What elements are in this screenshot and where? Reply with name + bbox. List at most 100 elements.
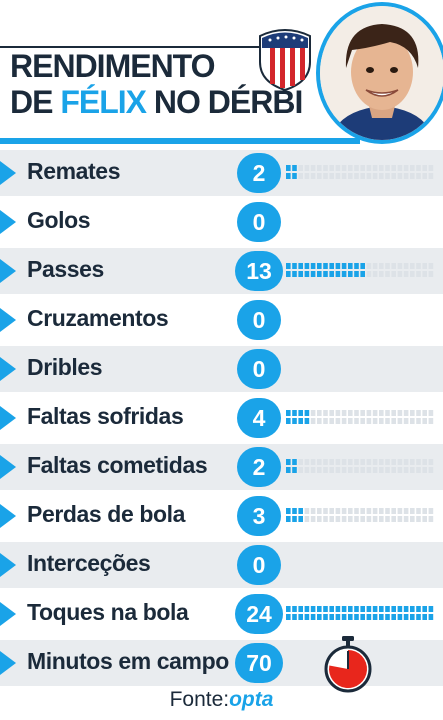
bar-dot-filled [391,606,396,612]
stat-row: Golos 0 [0,199,443,245]
bar-dot-empty [385,263,390,269]
bar-dot-empty [335,508,341,514]
bar-dot-empty [348,165,353,171]
bar-dot-empty [372,516,378,522]
bar-dot-empty [416,516,421,522]
bar-dot-filled [323,271,328,277]
player-portrait [316,2,443,144]
bar-dot-empty [403,165,409,171]
bar-dot-filled [292,410,297,416]
bar-dot-filled [310,263,316,269]
bar-dot-filled [335,614,341,620]
bar-dot-empty [410,173,415,179]
bar-dot-empty [379,459,384,465]
bar-dot-filled [354,263,359,269]
bar-dot-empty [310,467,316,473]
stat-bar [286,410,434,424]
stat-label: Golos [27,207,91,233]
title-player-name: FÉLIX [60,84,147,120]
stat-row: Minutos em campo 70 [0,640,443,686]
bar-dot-filled [391,614,396,620]
bar-dot-empty [360,467,365,473]
bar-dot-empty [379,263,384,269]
bar-dot-filled [298,508,303,514]
bar-dot-filled [292,606,297,612]
bar-dot-empty [385,173,390,179]
bar-dot-empty [310,418,316,424]
bar-dot-empty [379,418,384,424]
bar-dot-filled [304,410,310,416]
bar-dot-empty [391,173,396,179]
bar-dot-empty [348,459,353,465]
bar-dot-filled [329,263,334,269]
title-line-2-pre: DE [10,84,61,120]
bar-dot-empty [391,467,396,473]
bar-dot-filled [298,271,303,277]
bar-dot-empty [341,508,347,514]
bar-dot-filled [317,271,322,277]
bar-dot-filled [310,271,316,277]
bar-dot-empty [397,516,403,522]
title-line-2: DE FÉLIX NO DÉRBI [10,84,330,120]
bar-dot-empty [379,516,384,522]
bar-dot-empty [317,418,322,424]
stopwatch-icon [324,636,372,693]
stat-row: Passes 13 [0,248,443,294]
bar-dot-empty [310,410,316,416]
source-name: opta [229,688,274,711]
bar-dot-empty [329,459,334,465]
bar-dot-empty [416,418,421,424]
bar-dot-empty [310,508,316,514]
bar-dot-empty [372,165,378,171]
bar-dot-empty [416,467,421,473]
bar-dot-filled [286,606,291,612]
bar-dot-empty [397,173,403,179]
stat-row: Toques na bola 24 [0,591,443,637]
bar-dot-empty [379,271,384,277]
bar-dot-empty [341,165,347,171]
bar-dot-empty [422,516,427,522]
stat-row: Interceções 0 [0,542,443,588]
bar-dot-empty [317,467,322,473]
bar-dot-empty [391,263,396,269]
bar-dot-filled [292,165,297,171]
bar-dot-filled [372,606,378,612]
bar-dot-empty [397,263,403,269]
bar-dot-empty [317,173,322,179]
bar-dot-empty [298,173,303,179]
bar-dot-empty [391,165,396,171]
bar-dot-empty [403,467,409,473]
bar-dot-empty [304,173,310,179]
bar-dot-empty [335,467,341,473]
stat-row: Remates 2 [0,150,443,196]
bar-dot-empty [422,173,427,179]
bar-dot-empty [428,418,434,424]
bar-dot-empty [391,410,396,416]
bar-dot-filled [286,418,291,424]
bar-dot-empty [323,459,328,465]
bar-dot-empty [329,467,334,473]
bar-dot-filled [372,614,378,620]
stat-row: Cruzamentos 0 [0,297,443,343]
bar-dot-empty [397,271,403,277]
bar-dot-empty [354,410,359,416]
bar-dot-filled [310,606,316,612]
bar-dot-empty [366,173,372,179]
arrow-bullet-icon [0,210,16,234]
bar-dot-empty [366,418,372,424]
bar-dot-empty [403,410,409,416]
club-crest-icon [259,29,311,92]
bar-dot-empty [329,516,334,522]
bar-dot-empty [341,418,347,424]
bar-dot-empty [391,459,396,465]
bar-dot-filled [286,467,291,473]
bar-dot-empty [304,516,310,522]
bar-dot-empty [329,410,334,416]
bar-dot-empty [397,165,403,171]
bar-dot-filled [310,614,316,620]
bar-dot-empty [335,173,341,179]
bar-dot-empty [354,165,359,171]
bar-dot-empty [366,410,372,416]
bar-dot-filled [385,614,390,620]
bar-dot-filled [317,263,322,269]
